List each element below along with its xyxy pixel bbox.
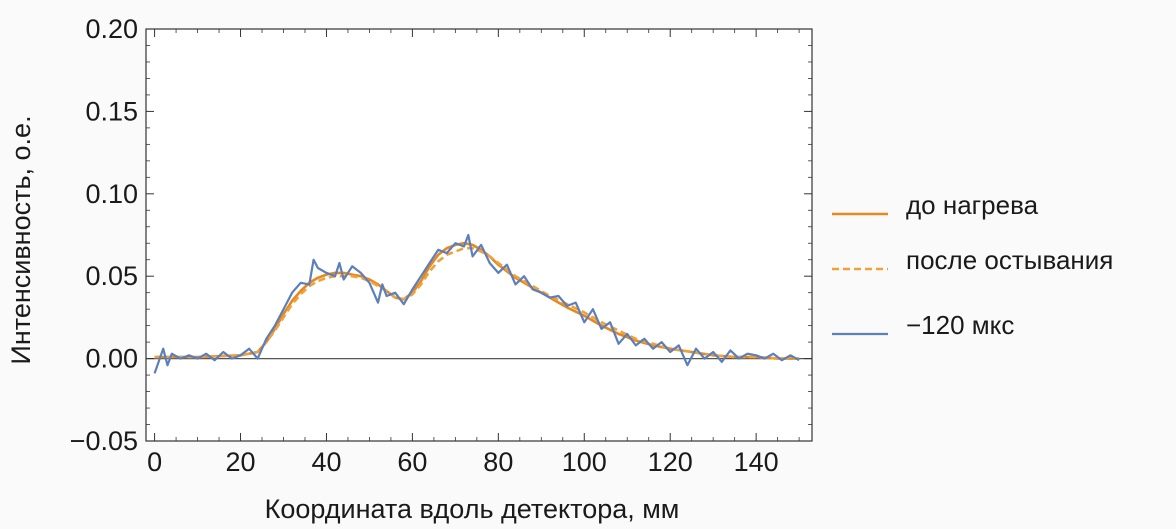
x-tick-label: 40 bbox=[311, 447, 341, 477]
y-tick-label: 0.10 bbox=[85, 179, 138, 209]
x-tick-label: 60 bbox=[397, 447, 427, 477]
x-tick-label: 140 bbox=[734, 447, 779, 477]
legend: до нагрева после остывания −120 мкс bbox=[832, 190, 1113, 340]
series-line-1 bbox=[154, 241, 800, 360]
y-tick-label: 0.20 bbox=[85, 14, 138, 44]
x-tick-label: 80 bbox=[483, 447, 513, 477]
x-tick-label: 0 bbox=[147, 447, 162, 477]
plot-area bbox=[146, 29, 812, 441]
legend-label-1: до нагрева bbox=[906, 190, 1039, 220]
x-tick-label: 20 bbox=[226, 447, 256, 477]
x-axis-title: Координата вдоль детектора, мм bbox=[265, 494, 680, 524]
y-tick-label: 0.00 bbox=[85, 344, 138, 374]
series-line-2 bbox=[154, 246, 800, 360]
axes: 0 20 40 60 80 100 120 140 −0.05 0.00 0.05 0.10 0.15 0… bbox=[70, 14, 813, 477]
series-line-3 bbox=[153, 233, 800, 374]
plot-frame bbox=[145, 28, 813, 442]
y-axis-title: Интенсивность, о.е. bbox=[6, 115, 36, 364]
legend-label-2: после остывания bbox=[906, 245, 1113, 275]
legend-label-3: −120 мкс bbox=[906, 310, 1014, 340]
plot-background bbox=[146, 29, 812, 441]
y-tick-label: 0.05 bbox=[85, 261, 138, 291]
x-tick-label: 120 bbox=[648, 447, 693, 477]
y-tick-label: 0.15 bbox=[85, 96, 138, 126]
y-tick-label: −0.05 bbox=[70, 426, 138, 456]
x-tick-label: 100 bbox=[562, 447, 607, 477]
